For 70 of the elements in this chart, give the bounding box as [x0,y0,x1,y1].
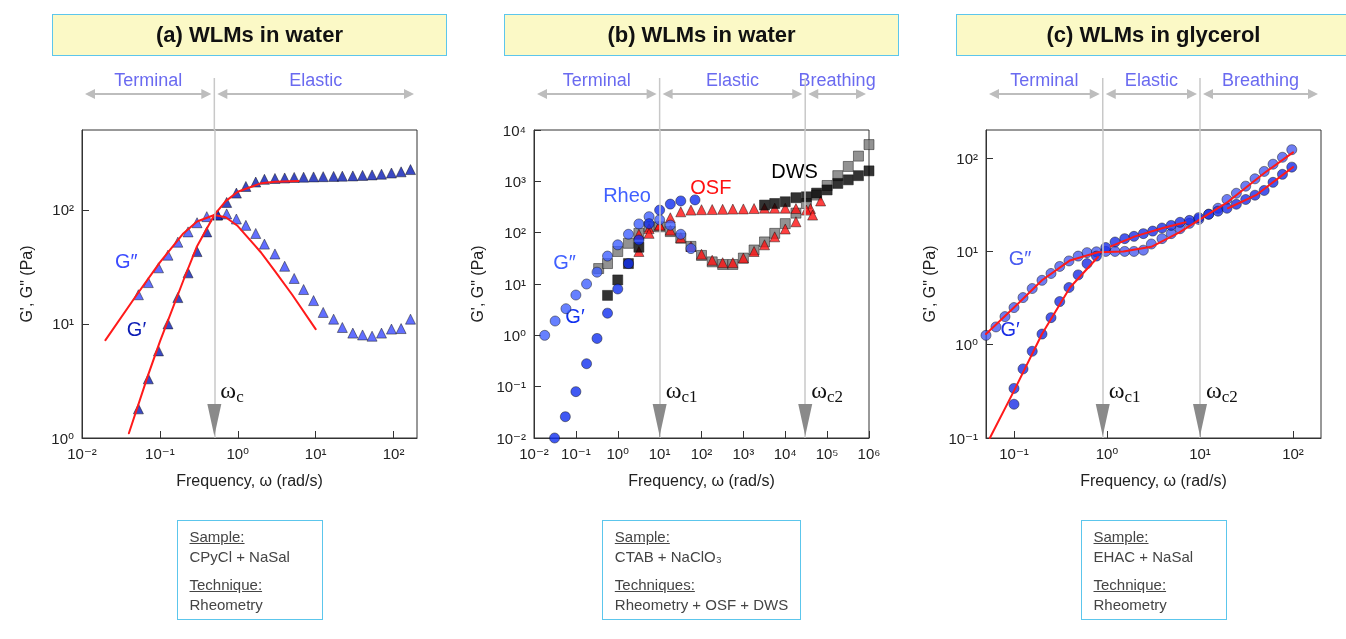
x-tick-label: 10⁻² [519,445,549,462]
y-tick-label: 10⁰ [503,326,526,344]
text: CPyCl + NaSal [189,547,291,567]
x-tick-label: 10³ [732,445,755,462]
x-tick-label: 10¹ [648,445,671,462]
chart-title: (c) WLMs in glycerol [956,14,1346,56]
y-tick-label: 10³ [504,172,526,190]
x-tick-label: 10¹ [304,445,327,462]
annotation: G′ [1000,318,1021,341]
y-tick-label: 10⁴ [502,121,526,139]
x-tick-label: 10⁵ [815,445,839,462]
y-axis-title: G', G" (Pa) [17,245,35,323]
y-axis-title: G', G" (Pa) [921,245,938,323]
annotation: G″ [553,251,576,273]
text: Breathing [798,70,876,90]
y-axis-title: G', G" (Pa) [469,245,486,323]
x-tick-label: 10¹ [1189,445,1211,462]
y-tick-label: 10⁰ [955,336,978,354]
annotation: DWS [771,160,818,183]
chart-title: (a) WLMs in water [52,14,447,56]
y-tick-label: 10¹ [52,315,74,333]
annotation: OSF [690,176,732,199]
annotation: G′ [126,317,147,340]
y-tick-label: 10² [956,149,978,167]
x-tick-label: 10⁰ [226,445,250,462]
y-tick-label: 10⁻² [496,429,526,447]
x-axis-title: Frequency, ω (rad/s) [628,471,775,489]
y-tick-label: 10⁻¹ [496,378,526,396]
x-axis-title: Frequency, ω (rad/s) [1080,471,1227,489]
annotation: G′ [565,305,585,328]
text: Elastic [705,70,759,90]
text: Rheometry [189,595,264,615]
text: EHAC + NaSal [1093,547,1195,567]
text: Sample: [189,527,246,547]
y-tick-label: 10⁰ [51,429,74,447]
text: Breathing [1221,70,1300,90]
x-tick-label: 10⁴ [773,445,797,462]
x-tick-label: 10⁰ [1095,445,1119,462]
x-tick-label: 10⁻¹ [999,445,1029,462]
text: Sample: [614,527,671,547]
text: Technique: [189,575,264,595]
x-axis-title: Frequency, ω (rad/s) [176,471,323,489]
text: Terminal [562,70,631,90]
x-tick-label: 10⁶ [857,445,881,462]
x-tick-label: 10² [1282,445,1304,462]
text: Rheometry + OSF + DWS [614,595,789,615]
x-tick-label: 10² [690,445,713,462]
y-tick-label: 10⁻¹ [948,429,978,447]
annotation: Rheo [603,183,651,206]
y-tick-label: 10¹ [956,242,978,260]
text: Techniques: [614,575,696,595]
annotation: G″ [1008,247,1032,270]
text: Terminal [1010,70,1079,90]
text: Elastic [289,70,343,90]
y-tick-label: 10¹ [504,275,526,293]
y-tick-label: 10² [504,224,526,242]
x-tick-label: 10⁻¹ [561,445,591,462]
text: Sample: [1093,527,1150,547]
text: Terminal [114,70,183,90]
y-tick-label: 10² [52,201,74,219]
x-tick-label: 10⁰ [606,445,630,462]
annotation: G″ [114,249,138,272]
x-tick-label: 10² [382,445,405,462]
text: Rheometry [1093,595,1168,615]
text: CTAB + NaClO₃ [614,547,723,567]
text: Elastic [1124,70,1178,90]
chart-title: (b) WLMs in water [504,14,899,56]
x-tick-label: 10⁻¹ [145,445,175,462]
x-tick-label: 10⁻² [67,445,97,462]
text: Technique: [1093,575,1168,595]
